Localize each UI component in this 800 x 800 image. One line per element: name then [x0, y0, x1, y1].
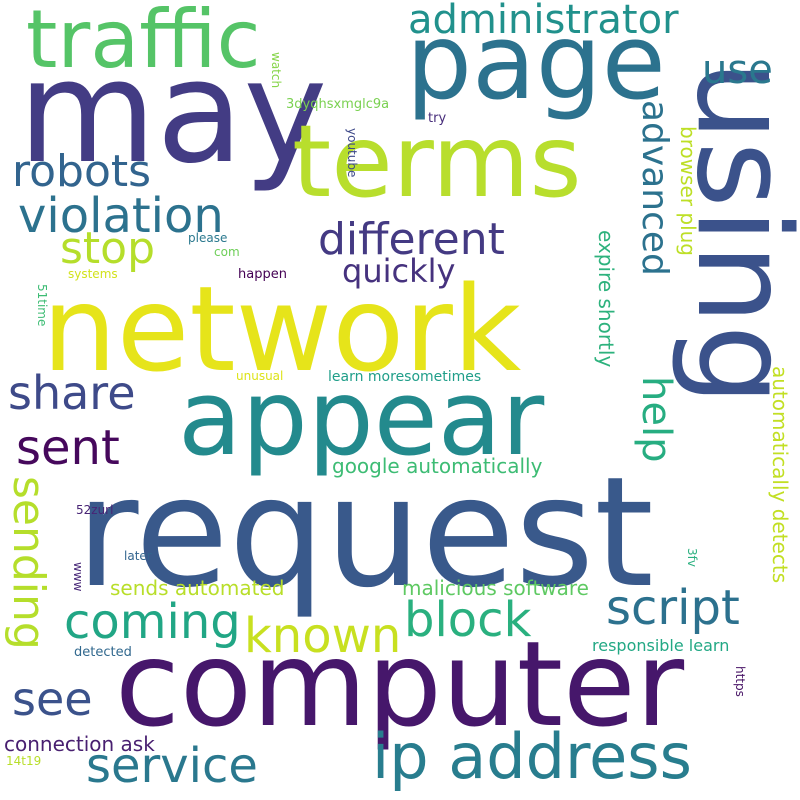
- word-happen: happen: [238, 267, 287, 282]
- word-try: try: [428, 111, 447, 126]
- word-expire-shortly: expire shortly: [594, 230, 618, 368]
- word-traffic: traffic: [26, 0, 261, 86]
- word-advanced: advanced: [634, 100, 675, 276]
- word-coming: coming: [64, 594, 241, 650]
- word-stop: stop: [60, 223, 156, 274]
- word-quickly: quickly: [342, 252, 456, 290]
- word-later: later: [124, 549, 152, 563]
- word-page: page: [406, 1, 666, 123]
- word-watch: watch: [269, 52, 283, 89]
- word-connection-ask: connection ask: [4, 732, 155, 756]
- word-administrator: administrator: [408, 0, 679, 43]
- word-request: request: [76, 444, 654, 621]
- word-known: known: [244, 608, 402, 664]
- word-help: help: [633, 376, 679, 463]
- word-block: block: [404, 592, 532, 648]
- word-script: script: [606, 580, 740, 636]
- word-use: use: [702, 47, 773, 93]
- word-systems: systems: [68, 267, 118, 281]
- word-network: network: [42, 260, 522, 398]
- word-sending: sending: [3, 476, 54, 650]
- word-automatically-detects: automatically detects: [768, 366, 792, 584]
- word-https: https: [733, 666, 747, 697]
- word-terms: terms: [292, 103, 582, 220]
- word-appear: appear: [178, 357, 545, 479]
- word-malicious-software: malicious software: [402, 576, 589, 600]
- word-please: please: [188, 231, 228, 245]
- word-youtube: youtube: [345, 128, 359, 178]
- word-may: may: [18, 30, 328, 195]
- word-14t19: 14t19: [6, 754, 42, 768]
- word-www: www: [71, 562, 85, 592]
- word-google-automatically: google automatically: [332, 454, 543, 478]
- word-52zurl: 52zurl: [76, 503, 114, 517]
- word-51time: 51time: [35, 284, 49, 327]
- word-learn-moresometimes: learn moresometimes: [328, 369, 482, 385]
- word-com: com: [214, 245, 240, 259]
- word-unusual: unusual: [236, 369, 284, 383]
- word-browser-plug: browser plug: [676, 126, 700, 256]
- word-see: see: [12, 672, 93, 726]
- word-3fv: 3fv: [685, 548, 699, 567]
- word-computer: computer: [115, 615, 685, 753]
- word-sent: sent: [16, 420, 120, 476]
- word-robots: robots: [12, 146, 152, 197]
- word-sends-automated: sends automated: [110, 576, 285, 600]
- word-service: service: [86, 738, 258, 794]
- word-3dyqhsxmglc9a: 3dyqhsxmglc9a: [286, 97, 390, 112]
- word-ip-address: ip address: [372, 720, 692, 793]
- word-violation: violation: [18, 188, 224, 244]
- word-using: using: [668, 60, 800, 406]
- word-share: share: [8, 366, 136, 420]
- word-responsible-learn: responsible learn: [592, 636, 730, 655]
- word-detected: detected: [74, 645, 132, 660]
- word-different: different: [318, 214, 505, 265]
